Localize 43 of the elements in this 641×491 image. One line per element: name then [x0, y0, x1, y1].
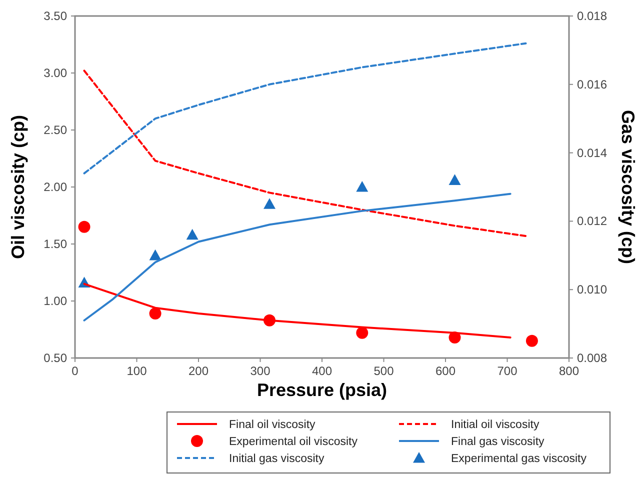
- x-tick-label: 100: [126, 364, 148, 378]
- legend-label: Final oil viscosity: [229, 419, 316, 431]
- x-tick-label: 800: [558, 364, 580, 378]
- x-tick-label: 500: [374, 364, 394, 378]
- y2-tick-label: 0.016: [577, 77, 608, 92]
- point: [356, 181, 368, 192]
- y-axis-title: Oil viscosity (cp): [8, 114, 28, 260]
- point: [448, 174, 461, 185]
- x-tick-label: 400: [312, 364, 332, 378]
- legend-label: Initial oil viscosity: [451, 419, 540, 431]
- y-tick-label: 2.50: [44, 123, 68, 137]
- legend-label: Initial gas viscosity: [229, 453, 324, 465]
- x-tick-label: 300: [250, 364, 271, 378]
- y-tick-label: 0.50: [44, 351, 68, 365]
- x-axis-title: Pressure (psia): [256, 380, 388, 400]
- y2-tick-label: 0.010: [577, 282, 608, 297]
- point: [186, 228, 198, 240]
- x-tick-label: 200: [188, 364, 209, 378]
- line-series: [83, 192, 512, 322]
- y2-tick-label: 0.014: [577, 146, 608, 160]
- y2-tick-label: 0.018: [577, 9, 608, 23]
- y2-axis-title: Gas viscosity (cp): [618, 110, 638, 264]
- line-series: [83, 42, 527, 174]
- line-series: [83, 70, 527, 238]
- y-tick-label: 1.50: [44, 237, 68, 251]
- x-tick-label: 600: [435, 364, 456, 378]
- legend-label: Experimental oil viscosity: [229, 436, 358, 448]
- y2-tick-label: 0.008: [577, 351, 608, 365]
- point: [78, 220, 90, 233]
- y-tick-label: 1.00: [44, 294, 68, 308]
- y-tick-label: 2.00: [44, 180, 68, 194]
- x-tick-label: 700: [497, 364, 518, 378]
- point: [149, 249, 162, 260]
- legend-label: Experimental gas viscosity: [451, 453, 587, 465]
- y-tick-label: 3.50: [44, 9, 68, 23]
- y2-tick-label: 0.012: [577, 214, 608, 228]
- point: [149, 308, 162, 320]
- point: [526, 334, 538, 347]
- legend-label: Final gas viscosity: [451, 436, 545, 448]
- point: [356, 326, 368, 339]
- x-tick-label: 0: [72, 364, 79, 378]
- y-tick-label: 3.00: [44, 66, 68, 80]
- point: [264, 198, 276, 209]
